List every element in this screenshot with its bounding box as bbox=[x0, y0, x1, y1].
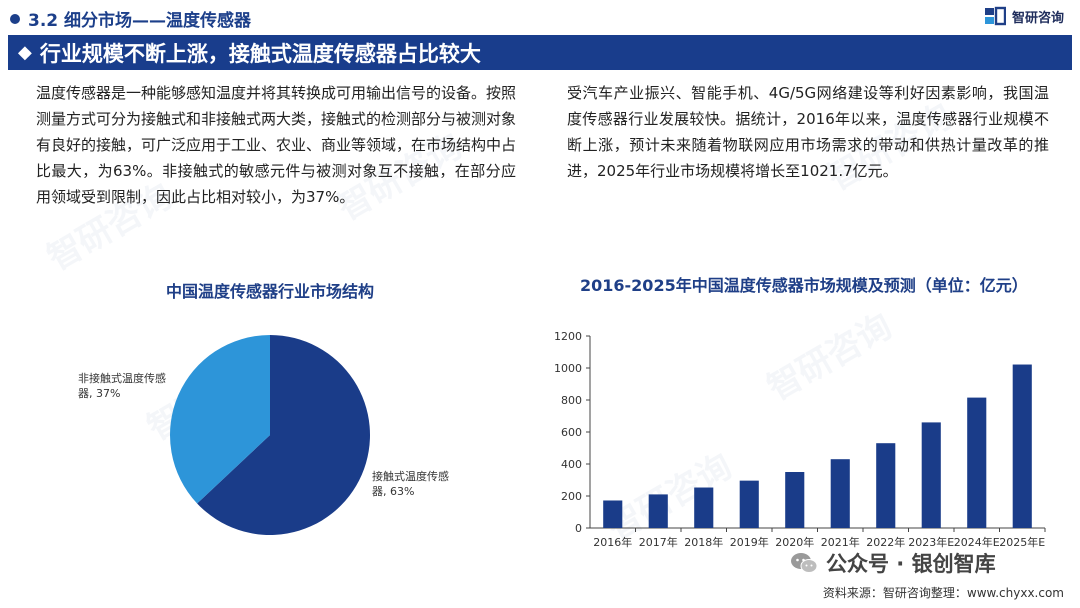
market-size-bar-chart: 0 200 400 600 800 1000 1200 2016年 2017年 2018年 2019… bbox=[554, 330, 1046, 549]
pie-slice bbox=[170, 335, 270, 504]
x-tick-label: 2019年 bbox=[730, 535, 769, 549]
x-tick-label: 2018年 bbox=[684, 535, 723, 549]
y-tick-label: 1000 bbox=[554, 362, 582, 375]
banner-title: 行业规模不断上涨，接触式温度传感器占比较大 bbox=[39, 41, 481, 66]
y-tick-label: 400 bbox=[561, 458, 582, 471]
y-tick-label: 1200 bbox=[554, 330, 582, 343]
x-tick-label: 2024年E bbox=[954, 535, 1000, 549]
x-tick-label: 2021年 bbox=[821, 535, 860, 549]
pie-chart-title: 中国温度传感器行业市场结构 bbox=[165, 282, 374, 301]
bullet-icon bbox=[10, 13, 20, 24]
section-title: 3.2 细分市场——温度传感器 bbox=[10, 6, 251, 31]
source-note: 资料来源：智研咨询整理：www.chyxx.com bbox=[822, 586, 1064, 600]
wechat-icon bbox=[791, 553, 818, 573]
top-header: 3.2 细分市场——温度传感器 智研咨询 bbox=[0, 0, 1080, 34]
bar-chart-title: 2016-2025年中国温度传感器市场规模及预测（单位：亿元） bbox=[580, 276, 1028, 295]
y-tick-label: 800 bbox=[561, 394, 582, 407]
x-tick-label: 2025年E bbox=[999, 535, 1045, 549]
footer-brand: 公众号 · 银创智库 bbox=[790, 548, 996, 578]
section-title-text: 3.2 细分市场——温度传感器 bbox=[28, 11, 252, 31]
bar bbox=[648, 494, 668, 528]
x-tick-label: 2016年 bbox=[593, 535, 632, 549]
x-tick-label: 2020年 bbox=[775, 535, 814, 549]
diamond-icon: ◆ bbox=[18, 41, 32, 63]
logo-icon bbox=[984, 6, 1006, 26]
intro-paragraph-left: 温度传感器是一种能够感知温度并将其转换成可用输出信号的设备。按照测量方式可分为接… bbox=[36, 84, 517, 206]
y-tick-label: 0 bbox=[575, 522, 582, 535]
bar bbox=[603, 500, 623, 528]
bar bbox=[967, 397, 987, 528]
pie-slice bbox=[197, 335, 370, 535]
x-tick-label: 2023年E bbox=[908, 535, 954, 549]
pie-slice-label: 非接触式温度传感器, 37% bbox=[78, 371, 166, 400]
bar bbox=[1012, 364, 1032, 528]
bar bbox=[785, 472, 805, 528]
bar bbox=[694, 487, 714, 528]
x-tick-label: 2022年 bbox=[866, 535, 905, 549]
x-tick-label: 2017年 bbox=[639, 535, 678, 549]
market-structure-pie-chart: 接触式温度传感器, 63% 非接触式温度传感器, 37% bbox=[78, 335, 449, 535]
bar bbox=[921, 422, 941, 528]
bar bbox=[876, 443, 896, 528]
logo-text: 智研咨询 bbox=[1011, 10, 1064, 26]
y-tick-label: 200 bbox=[561, 490, 582, 503]
y-tick-label: 600 bbox=[561, 426, 582, 439]
brand-logo: 智研咨询 bbox=[984, 6, 1064, 26]
bar bbox=[739, 480, 759, 528]
footer-brand-text: 公众号 · 银创智库 bbox=[826, 552, 996, 576]
pie-slice-label: 接触式温度传感器, 63% bbox=[372, 469, 449, 498]
bar bbox=[830, 459, 850, 528]
intro-paragraph-right: 受汽车产业振兴、智能手机、4G/5G网络建设等利好因素影响，我国温度传感器行业发… bbox=[567, 84, 1049, 180]
title-banner: ◆ 行业规模不断上涨，接触式温度传感器占比较大 bbox=[8, 35, 1072, 70]
